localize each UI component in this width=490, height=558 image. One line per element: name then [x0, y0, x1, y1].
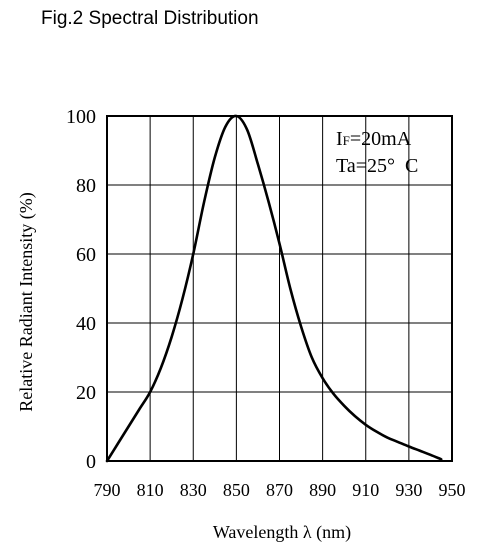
x-tick-labels: 790 810 830 850 870 890 910 930 950 — [94, 480, 466, 500]
annotation-current: IF=20mA — [336, 128, 412, 150]
y-tick-label: 0 — [86, 451, 96, 473]
x-tick-label: 790 — [94, 480, 121, 500]
x-tick-label: 870 — [266, 480, 293, 500]
x-tick-label: 910 — [352, 480, 379, 500]
spectral-curve — [105, 114, 443, 463]
y-tick-label: 100 — [66, 106, 96, 128]
y-tick-labels: 0 20 40 60 80 100 — [66, 106, 96, 473]
y-axis-label: Relative Radiant Intensity (%) — [16, 192, 37, 411]
y-tick-label: 60 — [76, 244, 96, 266]
x-tick-label: 950 — [439, 480, 466, 500]
annotation-current-main: I — [336, 128, 343, 150]
x-axis-label: Wavelength λ (nm) — [213, 522, 351, 543]
plot-frame — [106, 115, 453, 462]
x-tick-label: 850 — [223, 480, 250, 500]
y-tick-label: 80 — [76, 175, 96, 197]
x-tick-label: 810 — [137, 480, 164, 500]
grid-lines — [107, 116, 452, 461]
x-tick-label: 830 — [180, 480, 207, 500]
annotation-temperature: Ta=25° C — [336, 155, 418, 177]
y-tick-label: 20 — [76, 382, 96, 404]
x-tick-label: 930 — [395, 480, 422, 500]
annotation-current-rest: =20mA — [350, 128, 412, 150]
x-tick-label: 890 — [309, 480, 336, 500]
y-tick-label: 40 — [76, 313, 96, 335]
annotation-current-sub: F — [343, 133, 350, 148]
figure-title: Fig.2 Spectral Distribution — [41, 8, 259, 29]
